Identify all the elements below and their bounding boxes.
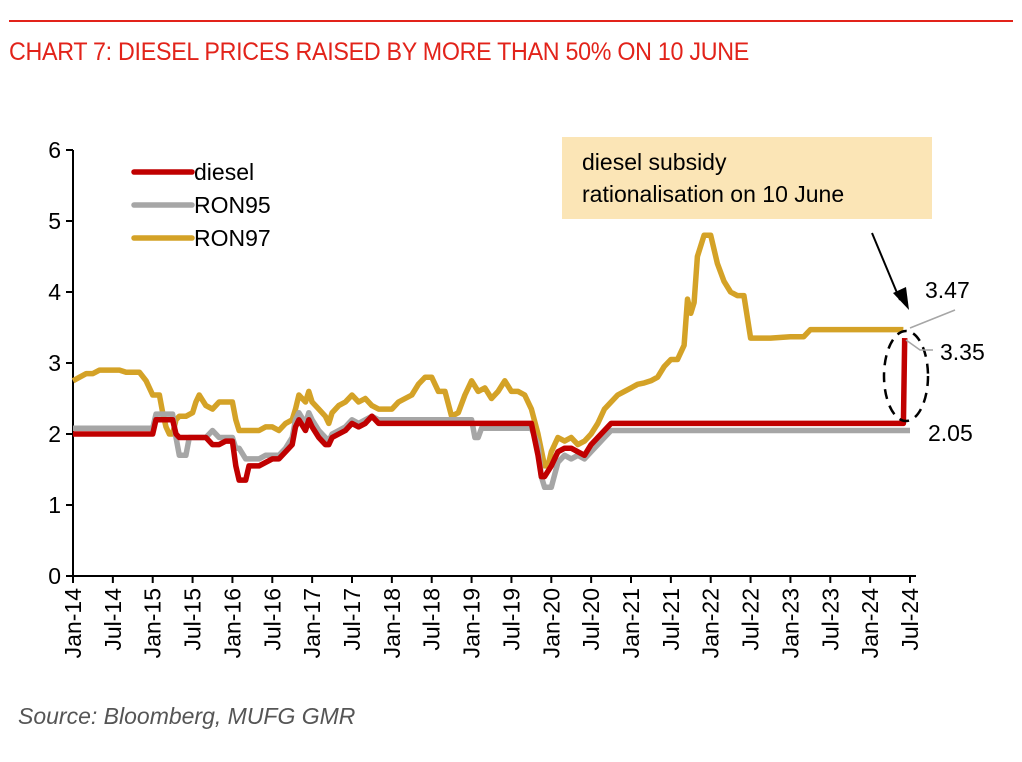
legend-label-diesel: diesel [194,159,254,185]
x-tick-label: Jul-15 [180,588,206,651]
arrowhead-icon [893,287,909,310]
value-label-diesel: 3.35 [940,339,985,365]
x-tick-label: Jan-20 [538,588,564,658]
y-tick-label: 2 [48,421,61,447]
leader-3-35 [905,339,933,351]
x-tick-label: Jan-23 [777,588,803,658]
y-tick-label: 5 [48,208,61,234]
callout-line-2: rationalisation on 10 June [582,181,844,207]
y-tick-label: 0 [48,563,61,589]
top-divider [9,20,1013,22]
x-tick-label: Jan-16 [219,588,245,658]
x-tick-label: Jul-20 [578,588,604,651]
dashed-ellipse [882,329,930,423]
x-tick-label: Jul-14 [100,588,126,651]
x-tick-label: Jan-22 [698,588,724,658]
series-line-ron97 [71,232,904,469]
x-tick-label: Jan-18 [379,588,405,658]
x-tick-label: Jan-17 [299,588,325,658]
callout-arrow [871,232,901,301]
annotations: diesel subsidy rationalisation on 10 Jun… [562,137,985,446]
source-note: Source: Bloomberg, MUFG GMR [18,703,356,729]
value-label-ron95: 2.05 [928,420,973,446]
x-tick-label: Jan-14 [60,588,86,659]
x-tick-label: Jul-17 [339,588,365,651]
callout-box [562,137,932,219]
series-layer [71,232,910,491]
line-chart: 0 1 2 3 4 5 6 Jan-14 Jul-14 Jan-15 Jul-15 Jan-16 Jul… [48,137,985,658]
x-tick-label: Jan-15 [140,588,166,658]
x-tick-label: Jul-18 [419,588,445,651]
y-tick-label: 1 [48,492,61,518]
x-tick-label: Jul-24 [897,588,923,651]
x-tick-label: Jul-22 [738,588,764,651]
x-tick-label: Jan-19 [459,588,485,658]
callout-line-1: diesel subsidy [582,149,727,175]
legend: diesel RON95 RON97 [131,159,271,251]
value-label-ron97: 3.47 [925,277,970,303]
leader-3-47 [909,309,956,329]
legend-label-ron97: RON97 [194,225,271,251]
x-tick-label: Jul-23 [817,588,843,651]
chart-title: CHART 7: DIESEL PRICES RAISED BY MORE TH… [9,38,749,66]
legend-label-ron95: RON95 [194,192,271,218]
x-tick-label: Jul-21 [658,588,684,651]
x-tick-label: Jan-21 [618,588,644,658]
axes: 0 1 2 3 4 5 6 Jan-14 Jul-14 Jan-15 Jul-15 Jan-16 Jul… [48,137,923,658]
y-tick-label: 6 [48,137,61,163]
series-line-diesel [73,338,908,483]
x-tick-label: Jul-16 [259,588,285,651]
y-tick-label: 4 [48,279,61,305]
x-tick-label: Jan-24 [857,588,883,659]
x-tick-label: Jul-19 [498,588,524,651]
y-tick-label: 3 [48,350,61,376]
